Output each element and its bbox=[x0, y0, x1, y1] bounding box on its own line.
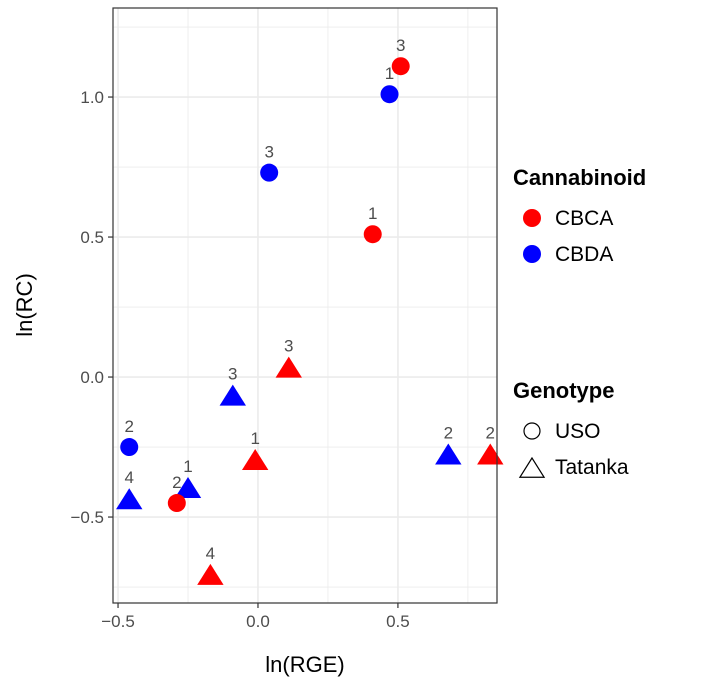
point-triangle bbox=[241, 449, 269, 471]
legend-entry-label: USO bbox=[555, 420, 601, 443]
point-label: 3 bbox=[228, 365, 237, 384]
point-label: 4 bbox=[124, 468, 133, 487]
y-tick-label: −0.5 bbox=[70, 508, 104, 527]
point-label: 4 bbox=[206, 544, 215, 563]
x-tick-label: 0.0 bbox=[246, 612, 270, 631]
legend-key-circle bbox=[523, 245, 541, 263]
point-triangle bbox=[435, 443, 462, 465]
legend-key-circle bbox=[523, 209, 541, 227]
legend-entry-label: Tatanka bbox=[555, 456, 629, 479]
point-circle bbox=[260, 163, 279, 182]
point-label: 1 bbox=[183, 457, 192, 476]
point-circle bbox=[363, 225, 382, 244]
point-triangle bbox=[116, 488, 143, 510]
y-tick-label: 1.0 bbox=[80, 88, 104, 107]
legend-key-triangle bbox=[518, 456, 546, 478]
point-triangle bbox=[197, 563, 224, 585]
legend-entry-label: CBCA bbox=[555, 207, 613, 230]
legend-key-circle bbox=[523, 422, 541, 440]
x-tick-label: −0.5 bbox=[101, 612, 135, 631]
point-label: 2 bbox=[124, 417, 133, 436]
point-label: 3 bbox=[264, 143, 273, 162]
point-circle bbox=[391, 57, 410, 76]
axes: −0.5 0.0 0.5 −0.5 0.0 0.5 1.0 bbox=[70, 88, 409, 631]
point-label: 3 bbox=[284, 337, 293, 356]
point-label: 2 bbox=[444, 423, 453, 442]
y-tick-label: 0.0 bbox=[80, 368, 104, 387]
panel-border bbox=[112, 7, 498, 604]
y-axis-label: ln(RC) bbox=[12, 273, 37, 337]
x-tick-label: 0.5 bbox=[386, 612, 410, 631]
y-tick-label: 0.5 bbox=[80, 228, 104, 247]
point-label: 3 bbox=[396, 36, 405, 55]
grid bbox=[113, 8, 497, 603]
point-circle bbox=[120, 438, 139, 457]
point-label: 2 bbox=[172, 473, 181, 492]
point-triangle bbox=[174, 477, 202, 499]
legend-entry-label: CBDA bbox=[555, 243, 613, 266]
point-label: 1 bbox=[250, 429, 259, 448]
point-circle bbox=[380, 85, 399, 104]
point-triangle bbox=[219, 384, 246, 406]
point-label: 2 bbox=[486, 423, 495, 442]
x-axis-label: ln(RGE) bbox=[265, 652, 344, 677]
legend-title: Genotype bbox=[513, 378, 614, 403]
legend: Cannabinoid CBCA CBDA Genotype USO Tatanka bbox=[513, 165, 646, 479]
point-triangle bbox=[275, 356, 302, 378]
point-label: 1 bbox=[385, 64, 394, 83]
point-label: 1 bbox=[368, 204, 377, 223]
point-triangle bbox=[477, 443, 504, 465]
point-circle bbox=[167, 494, 186, 513]
legend-title: Cannabinoid bbox=[513, 165, 646, 190]
